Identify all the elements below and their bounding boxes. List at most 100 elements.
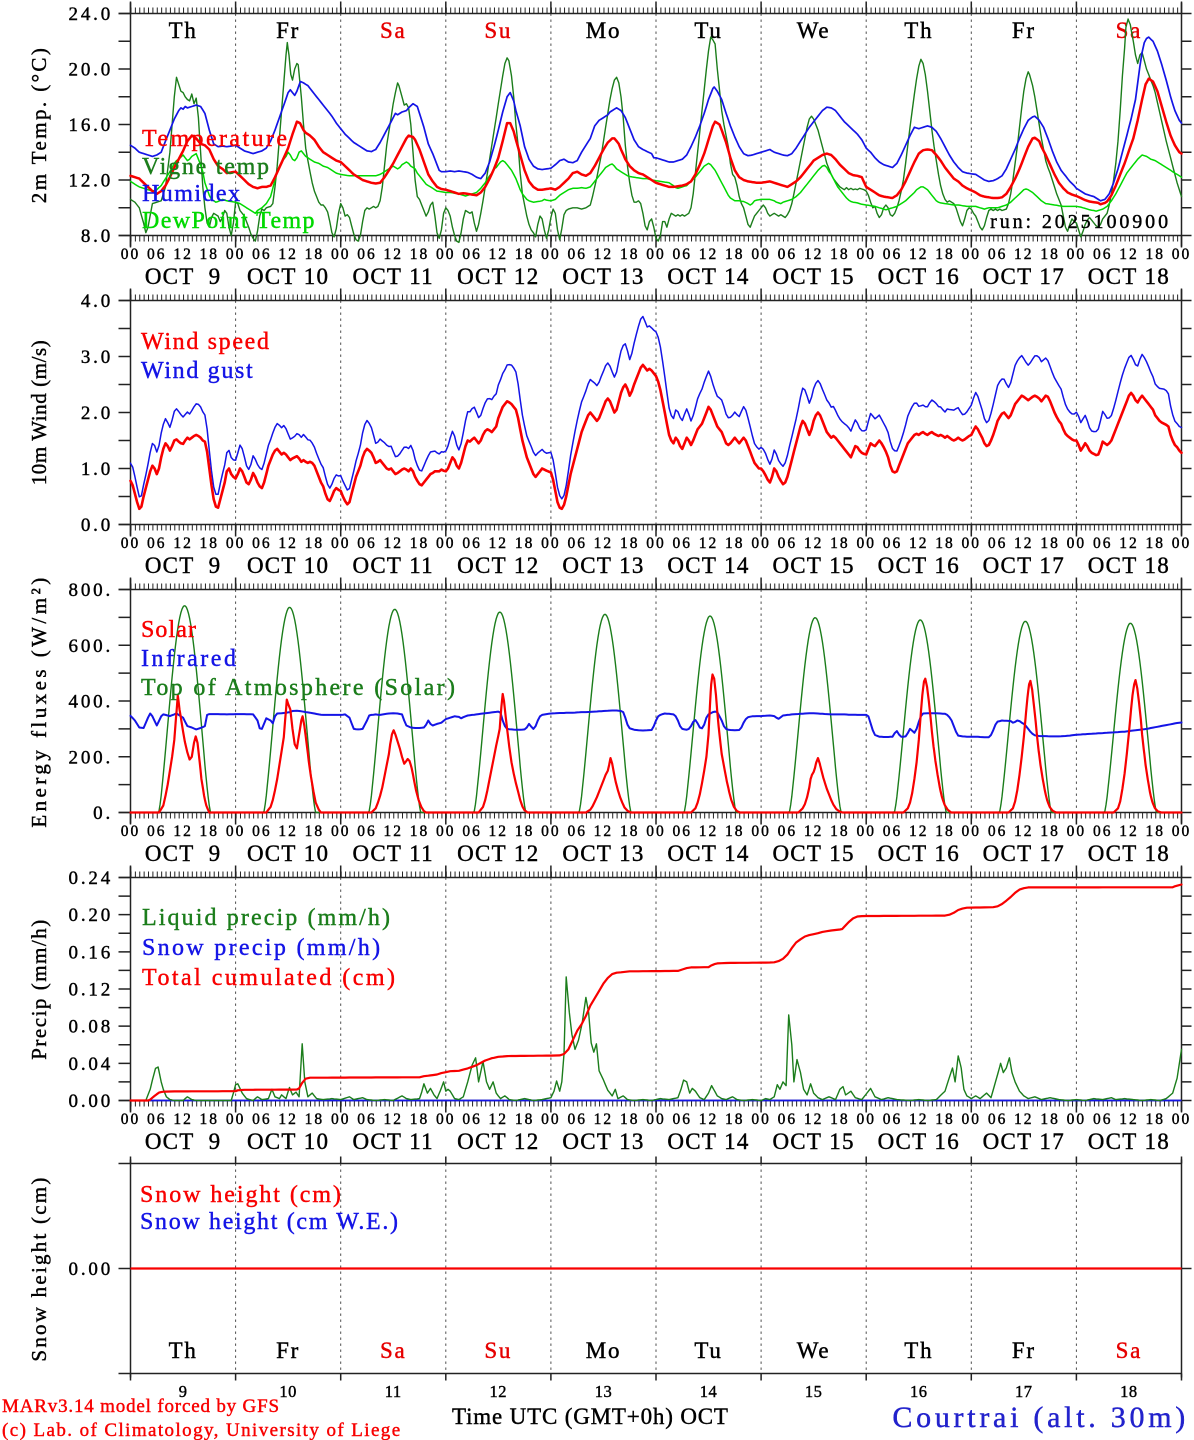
svg-text:Th: Th — [904, 18, 933, 43]
svg-text:12: 12 — [1014, 1111, 1034, 1128]
svg-text:OCT 16: OCT 16 — [878, 841, 960, 866]
svg-text:00: 00 — [226, 1111, 246, 1128]
svg-text:06: 06 — [988, 823, 1008, 840]
svg-text:11: 11 — [385, 1382, 402, 1401]
svg-text:OCT 16: OCT 16 — [878, 1129, 960, 1154]
svg-text:Mo: Mo — [586, 18, 621, 43]
svg-text:18: 18 — [830, 823, 850, 840]
svg-text:800.: 800. — [69, 580, 113, 601]
svg-text:OCT 12: OCT 12 — [457, 264, 539, 289]
svg-text:OCT 11: OCT 11 — [352, 264, 433, 289]
svg-text:06: 06 — [357, 1111, 377, 1128]
svg-text:06: 06 — [462, 1111, 482, 1128]
svg-text:12: 12 — [489, 823, 509, 840]
svg-text:Vigne temp: Vigne temp — [142, 154, 271, 180]
svg-text:18: 18 — [410, 535, 430, 552]
svg-text:00: 00 — [541, 1111, 561, 1128]
svg-text:00: 00 — [331, 246, 351, 263]
svg-text:0.00: 0.00 — [69, 1091, 113, 1112]
svg-text:00: 00 — [962, 535, 982, 552]
svg-text:00: 00 — [541, 823, 561, 840]
svg-text:OCT 14: OCT 14 — [667, 264, 749, 289]
svg-text:MARv3.14 model forced by GFS: MARv3.14 model forced by GFS — [2, 1396, 280, 1417]
svg-text:00: 00 — [121, 246, 141, 263]
svg-text:OCT 15: OCT 15 — [772, 1129, 854, 1154]
svg-text:18: 18 — [725, 535, 745, 552]
svg-text:OCT 16: OCT 16 — [878, 553, 960, 578]
svg-text:18: 18 — [305, 823, 325, 840]
svg-text:06: 06 — [778, 823, 798, 840]
svg-text:Wind gust: Wind gust — [141, 358, 254, 384]
svg-text:OCT 11: OCT 11 — [352, 553, 433, 578]
svg-text:Sa: Sa — [380, 1338, 407, 1363]
svg-text:00: 00 — [121, 535, 141, 552]
svg-text:00: 00 — [541, 246, 561, 263]
svg-text:06: 06 — [1093, 823, 1113, 840]
svg-text:We: We — [797, 1338, 831, 1363]
svg-text:24.0: 24.0 — [69, 4, 113, 25]
svg-text:06: 06 — [778, 1111, 798, 1128]
svg-text:06: 06 — [673, 535, 693, 552]
svg-text:00: 00 — [1172, 535, 1192, 552]
svg-text:06: 06 — [357, 535, 377, 552]
svg-text:12: 12 — [699, 535, 719, 552]
svg-text:06: 06 — [147, 246, 167, 263]
svg-text:18: 18 — [200, 535, 220, 552]
svg-text:OCT 17: OCT 17 — [983, 1129, 1065, 1154]
svg-text:OCT 9: OCT 9 — [145, 841, 222, 866]
svg-text:12: 12 — [278, 535, 298, 552]
svg-text:00: 00 — [751, 1111, 771, 1128]
svg-text:2m Temp. (°C): 2m Temp. (°C) — [27, 46, 51, 203]
svg-text:0.12: 0.12 — [69, 980, 113, 1001]
svg-text:DewPoint Temp: DewPoint Temp — [142, 208, 316, 234]
svg-text:06: 06 — [673, 246, 693, 263]
svg-text:12: 12 — [490, 1382, 508, 1401]
svg-text:18: 18 — [1145, 535, 1165, 552]
svg-text:12: 12 — [1119, 823, 1139, 840]
svg-text:18: 18 — [725, 1111, 745, 1128]
svg-text:18: 18 — [515, 1111, 535, 1128]
svg-text:OCT 15: OCT 15 — [772, 553, 854, 578]
svg-text:0.0: 0.0 — [81, 515, 113, 536]
svg-text:18: 18 — [620, 823, 640, 840]
svg-text:06: 06 — [988, 246, 1008, 263]
svg-text:OCT 9: OCT 9 — [145, 553, 222, 578]
svg-text:06: 06 — [778, 246, 798, 263]
svg-text:OCT 12: OCT 12 — [457, 553, 539, 578]
svg-text:18: 18 — [1145, 1111, 1165, 1128]
svg-text:12: 12 — [383, 246, 403, 263]
svg-text:0.04: 0.04 — [69, 1054, 113, 1075]
svg-text:00: 00 — [856, 1111, 876, 1128]
svg-text:06: 06 — [988, 1111, 1008, 1128]
svg-text:1.0: 1.0 — [81, 459, 113, 480]
svg-text:OCT 16: OCT 16 — [878, 264, 960, 289]
svg-text:18: 18 — [935, 246, 955, 263]
svg-text:(c) Lab. of Climatology, Unive: (c) Lab. of Climatology, University of L… — [2, 1420, 402, 1440]
svg-text:06: 06 — [147, 535, 167, 552]
svg-text:Wind speed: Wind speed — [141, 329, 271, 355]
svg-text:OCT 9: OCT 9 — [145, 1129, 222, 1154]
svg-text:18: 18 — [515, 535, 535, 552]
svg-text:12: 12 — [1014, 823, 1034, 840]
svg-text:OCT 18: OCT 18 — [1088, 1129, 1170, 1154]
svg-text:0.08: 0.08 — [69, 1017, 113, 1038]
svg-text:Energy fluxes (W/m²): Energy fluxes (W/m²) — [27, 574, 51, 827]
svg-text:14: 14 — [700, 1382, 718, 1401]
svg-text:OCT 18: OCT 18 — [1088, 264, 1170, 289]
svg-text:06: 06 — [883, 1111, 903, 1128]
svg-text:18: 18 — [1040, 823, 1060, 840]
svg-text:00: 00 — [331, 823, 351, 840]
svg-text:Humidex: Humidex — [142, 181, 241, 207]
svg-text:12: 12 — [804, 1111, 824, 1128]
svg-text:12: 12 — [278, 1111, 298, 1128]
svg-text:12: 12 — [699, 1111, 719, 1128]
svg-text:06: 06 — [567, 246, 587, 263]
svg-text:15: 15 — [805, 1382, 823, 1401]
svg-text:00: 00 — [646, 1111, 666, 1128]
svg-text:06: 06 — [883, 823, 903, 840]
svg-text:OCT 17: OCT 17 — [983, 553, 1065, 578]
svg-text:18: 18 — [935, 535, 955, 552]
svg-text:00: 00 — [856, 823, 876, 840]
svg-text:12: 12 — [1014, 246, 1034, 263]
svg-text:00: 00 — [121, 823, 141, 840]
